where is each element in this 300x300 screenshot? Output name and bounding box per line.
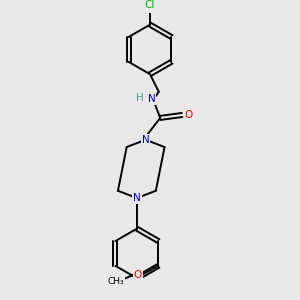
Text: N: N (142, 135, 149, 145)
Text: O: O (134, 270, 142, 280)
Text: H: H (136, 92, 144, 103)
Text: CH₃: CH₃ (108, 278, 124, 286)
Text: O: O (184, 110, 193, 120)
Text: N: N (133, 193, 141, 203)
Text: Cl: Cl (145, 0, 155, 10)
Text: N: N (148, 94, 155, 104)
